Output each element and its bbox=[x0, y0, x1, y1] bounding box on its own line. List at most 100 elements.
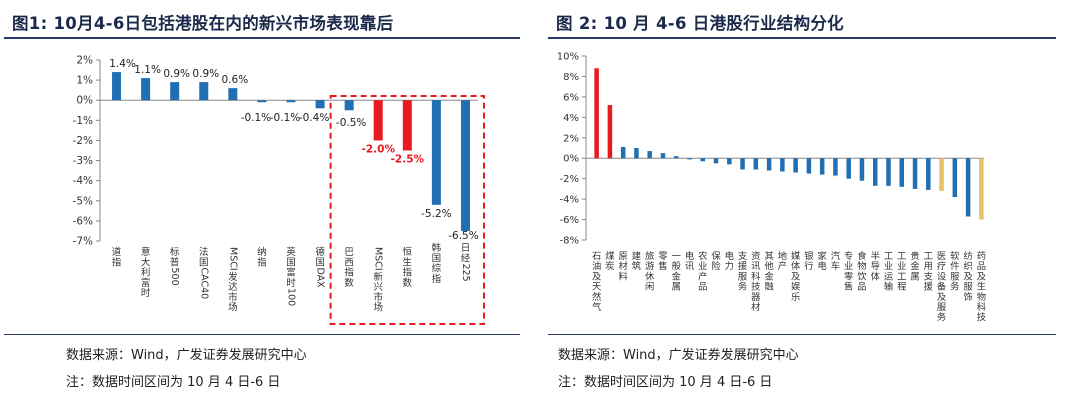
bar bbox=[647, 151, 652, 159]
x-tick-label: 技 bbox=[751, 281, 760, 293]
x-tick-label: 服 bbox=[937, 302, 946, 313]
x-tick-label: 用 bbox=[924, 261, 933, 272]
x-tick-label: 生 bbox=[403, 256, 413, 268]
x-tick-label: 业 bbox=[698, 261, 707, 272]
x-tick-label: 物 bbox=[977, 291, 986, 303]
x-tick-label: 件 bbox=[950, 260, 959, 272]
data-label: 1.4% bbox=[109, 58, 136, 70]
bar bbox=[939, 158, 944, 191]
bar bbox=[859, 158, 865, 181]
x-tick-label: 旅 bbox=[645, 250, 654, 262]
x-tick-label: 国 bbox=[199, 257, 209, 268]
x-tick-label: 产 bbox=[778, 260, 787, 272]
bar bbox=[952, 158, 958, 198]
x-tick-label: 西 bbox=[344, 257, 354, 268]
x-tick-label: 业 bbox=[897, 261, 906, 272]
x-tick-label: 时 bbox=[141, 287, 151, 299]
y-tick-label: 2% bbox=[563, 133, 579, 144]
x-tick-label: 织 bbox=[963, 260, 972, 272]
x-tick-label: 时 bbox=[286, 277, 296, 289]
bar bbox=[793, 158, 798, 173]
x-tick-label: 发 bbox=[228, 271, 238, 283]
title-divider bbox=[4, 37, 520, 39]
y-tick-label: 4% bbox=[563, 113, 579, 124]
footer-divider bbox=[548, 334, 1056, 335]
y-tick-label: -1% bbox=[73, 115, 93, 127]
x-tick-label: 产 bbox=[698, 270, 707, 282]
bar bbox=[912, 158, 918, 189]
bar bbox=[872, 158, 878, 186]
x-tick-label: 其 bbox=[764, 251, 773, 262]
x-tick-label: 原 bbox=[619, 251, 628, 262]
x-tick-label: 工 bbox=[924, 251, 933, 262]
x-tick-label: 金 bbox=[764, 270, 774, 282]
x-tick-label: 零 bbox=[658, 251, 668, 262]
x-tick-label: 体 bbox=[791, 260, 801, 272]
x-tick-label: 半 bbox=[871, 250, 880, 262]
x-tick-label: 英 bbox=[286, 246, 296, 258]
data-label: -6.5% bbox=[448, 230, 478, 242]
x-tick-label: 家 bbox=[818, 250, 827, 262]
bar bbox=[819, 158, 825, 175]
bar bbox=[431, 100, 441, 205]
data-label: -2.0% bbox=[361, 143, 395, 155]
x-tick-label: 场 bbox=[373, 303, 383, 314]
x-tick-label: 资 bbox=[751, 251, 760, 262]
x-tick-label: 煤 bbox=[605, 250, 614, 262]
x-tick-label: 普 bbox=[170, 256, 180, 268]
x-tick-label: 一 bbox=[672, 251, 681, 262]
data-label: 1.1% bbox=[134, 64, 161, 76]
x-tick-label: 标 bbox=[170, 246, 180, 258]
x-tick-label: 务 bbox=[738, 281, 747, 293]
x-tick-label: 富 bbox=[286, 267, 296, 279]
x-tick-label: 科 bbox=[977, 301, 986, 313]
bar bbox=[634, 148, 639, 159]
bar bbox=[886, 158, 891, 186]
x-tick-label: 支 bbox=[924, 270, 933, 282]
x-tick-label: 般 bbox=[672, 260, 681, 272]
x-tick-label: 然 bbox=[592, 291, 601, 303]
bar bbox=[228, 88, 238, 101]
x-tick-label: 油 bbox=[592, 260, 601, 272]
data-label: 0.9% bbox=[192, 68, 219, 80]
x-tick-label: 金 bbox=[672, 270, 682, 282]
x-tick-label: 金 bbox=[910, 260, 920, 272]
x-tick-label: 经 bbox=[461, 252, 471, 264]
x-tick-label: 大 bbox=[141, 256, 151, 268]
x-tick-label: 市 bbox=[373, 291, 383, 303]
bar bbox=[965, 158, 971, 217]
x-tick-label: 兴 bbox=[373, 282, 383, 293]
x-tick-label: 材 bbox=[751, 301, 760, 313]
x-tick-label: 技 bbox=[977, 311, 986, 323]
x-tick-label: 务 bbox=[937, 311, 946, 323]
x-tick-label: 筑 bbox=[632, 260, 642, 272]
x-tick-label: 指 bbox=[344, 267, 354, 279]
bar bbox=[833, 158, 838, 176]
x-tick-label: 富 bbox=[141, 277, 151, 289]
y-tick-label: -8% bbox=[560, 236, 579, 247]
x-tick-label: 汽 bbox=[831, 250, 840, 262]
x-tick-label: DAX bbox=[315, 268, 326, 289]
bar bbox=[700, 158, 706, 162]
x-tick-label: 电 bbox=[818, 260, 827, 272]
y-tick-label: -2% bbox=[560, 174, 579, 185]
y-tick-label: -7% bbox=[73, 236, 93, 248]
x-tick-label: 巴 bbox=[344, 247, 354, 258]
x-tick-label: 饮 bbox=[857, 270, 867, 282]
x-tick-label: 备 bbox=[937, 281, 947, 293]
x-tick-label: 国 bbox=[286, 257, 296, 268]
x-tick-label: 意 bbox=[141, 246, 151, 258]
x-tick-label: 农 bbox=[698, 250, 707, 262]
x-tick-label: 力 bbox=[725, 260, 734, 272]
x-tick-label: 食 bbox=[857, 250, 867, 262]
x-tick-label: 工 bbox=[884, 251, 893, 262]
x-tick-label: 售 bbox=[844, 281, 853, 293]
data-label: -5.2% bbox=[421, 208, 451, 220]
chart-panel-left: 图1: 10月4-6日包括港股在内的新兴市场表现靠后 2% 1% 0% -1% -2% -… bbox=[4, 14, 520, 390]
bar bbox=[257, 100, 267, 103]
bar bbox=[740, 158, 745, 170]
chart-title: 图1: 10月4-6日包括港股在内的新兴市场表现靠后 bbox=[12, 14, 394, 33]
data-source: 数据来源：Wind，广发证券发展研究中心 bbox=[66, 348, 307, 363]
footnote: 注：数据时间区间为 10 月 4 日-6 日 bbox=[558, 375, 773, 390]
x-tick-label: 指 bbox=[112, 256, 122, 268]
